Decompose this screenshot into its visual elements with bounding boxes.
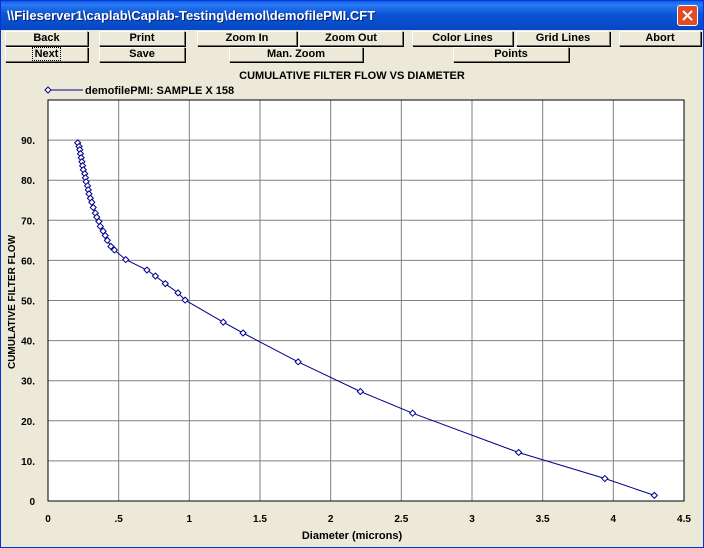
abort-button[interactable]: Abort <box>619 31 701 46</box>
x-tick-label: .5 <box>114 514 123 525</box>
color-lines-button[interactable]: Color Lines <box>412 31 513 46</box>
data-point <box>294 358 302 366</box>
toolbar: Back Print Zoom In Zoom Out Color Lines … <box>1 30 703 66</box>
title-bar[interactable]: \\Fileserver1\caplab\Caplab-Testing\demo… <box>1 1 703 30</box>
data-point <box>110 246 119 254</box>
x-tick-label: 2.5 <box>394 514 408 525</box>
data-point <box>601 474 609 483</box>
window-title: \\Fileserver1\caplab\Caplab-Testing\demo… <box>7 8 376 23</box>
y-axis-label: CUMULATIVE FILTER FLOW <box>7 234 18 369</box>
y-tick-label: 0 <box>29 497 35 508</box>
data-point <box>161 279 170 288</box>
legend-marker <box>44 86 52 94</box>
close-button[interactable] <box>677 5 698 26</box>
data-point <box>122 255 130 264</box>
y-tick-label: 10. <box>21 457 35 468</box>
data-point <box>356 387 365 396</box>
x-tick-label: 0 <box>45 514 51 525</box>
y-tick-label: 60. <box>21 256 35 267</box>
data-point <box>143 266 151 274</box>
points-button[interactable]: Points <box>453 47 569 62</box>
grid-lines-button[interactable]: Grid Lines <box>516 31 610 46</box>
chart: CUMULATIVE FILTER FLOW VS DIAMETER 0 .5 1 1.… <box>7 70 691 542</box>
data-point <box>219 318 227 326</box>
y-tick-label: 70. <box>21 216 35 227</box>
y-tick-label: 30. <box>21 377 35 388</box>
data-point <box>101 231 109 240</box>
y-tick-label: 80. <box>21 176 35 187</box>
manual-zoom-button[interactable]: Man. Zoom <box>229 47 363 62</box>
data-point <box>174 289 182 297</box>
data-point <box>89 203 97 212</box>
y-tick-label: 90. <box>21 136 35 147</box>
next-button[interactable]: Next <box>5 47 88 62</box>
x-tick-label: 4 <box>611 514 617 525</box>
x-tick-label: 3 <box>469 514 475 525</box>
x-axis-label: Diameter (microns) <box>302 530 403 542</box>
x-tick-label: 4.5 <box>677 514 691 525</box>
print-button[interactable]: Print <box>99 31 185 46</box>
data-point <box>650 491 659 500</box>
x-tick-label: 1.5 <box>253 514 267 525</box>
y-tick-label: 40. <box>21 337 35 348</box>
back-button[interactable]: Back <box>5 31 88 46</box>
x-tick-label: 1 <box>187 514 193 525</box>
data-point <box>96 222 105 231</box>
save-button[interactable]: Save <box>99 47 185 62</box>
data-point <box>103 236 112 245</box>
close-icon <box>682 10 693 21</box>
x-tick-label: 2 <box>328 514 334 525</box>
y-tick-label: 50. <box>21 297 35 308</box>
chart-title: CUMULATIVE FILTER FLOW VS DIAMETER <box>239 70 465 82</box>
zoom-out-button[interactable]: Zoom Out <box>299 31 403 46</box>
data-point <box>514 448 523 457</box>
data-point <box>408 409 417 417</box>
legend-label: demofilePMI: SAMPLE X 158 <box>85 85 234 97</box>
x-tick-label: 3.5 <box>536 514 550 525</box>
data-point <box>181 296 189 304</box>
plot-frame <box>47 99 685 502</box>
zoom-in-button[interactable]: Zoom In <box>197 31 297 46</box>
data-point <box>151 272 160 280</box>
next-button-label: Next <box>31 47 62 61</box>
data-point <box>239 329 247 337</box>
y-tick-label: 20. <box>21 417 35 428</box>
data-point <box>107 242 115 251</box>
